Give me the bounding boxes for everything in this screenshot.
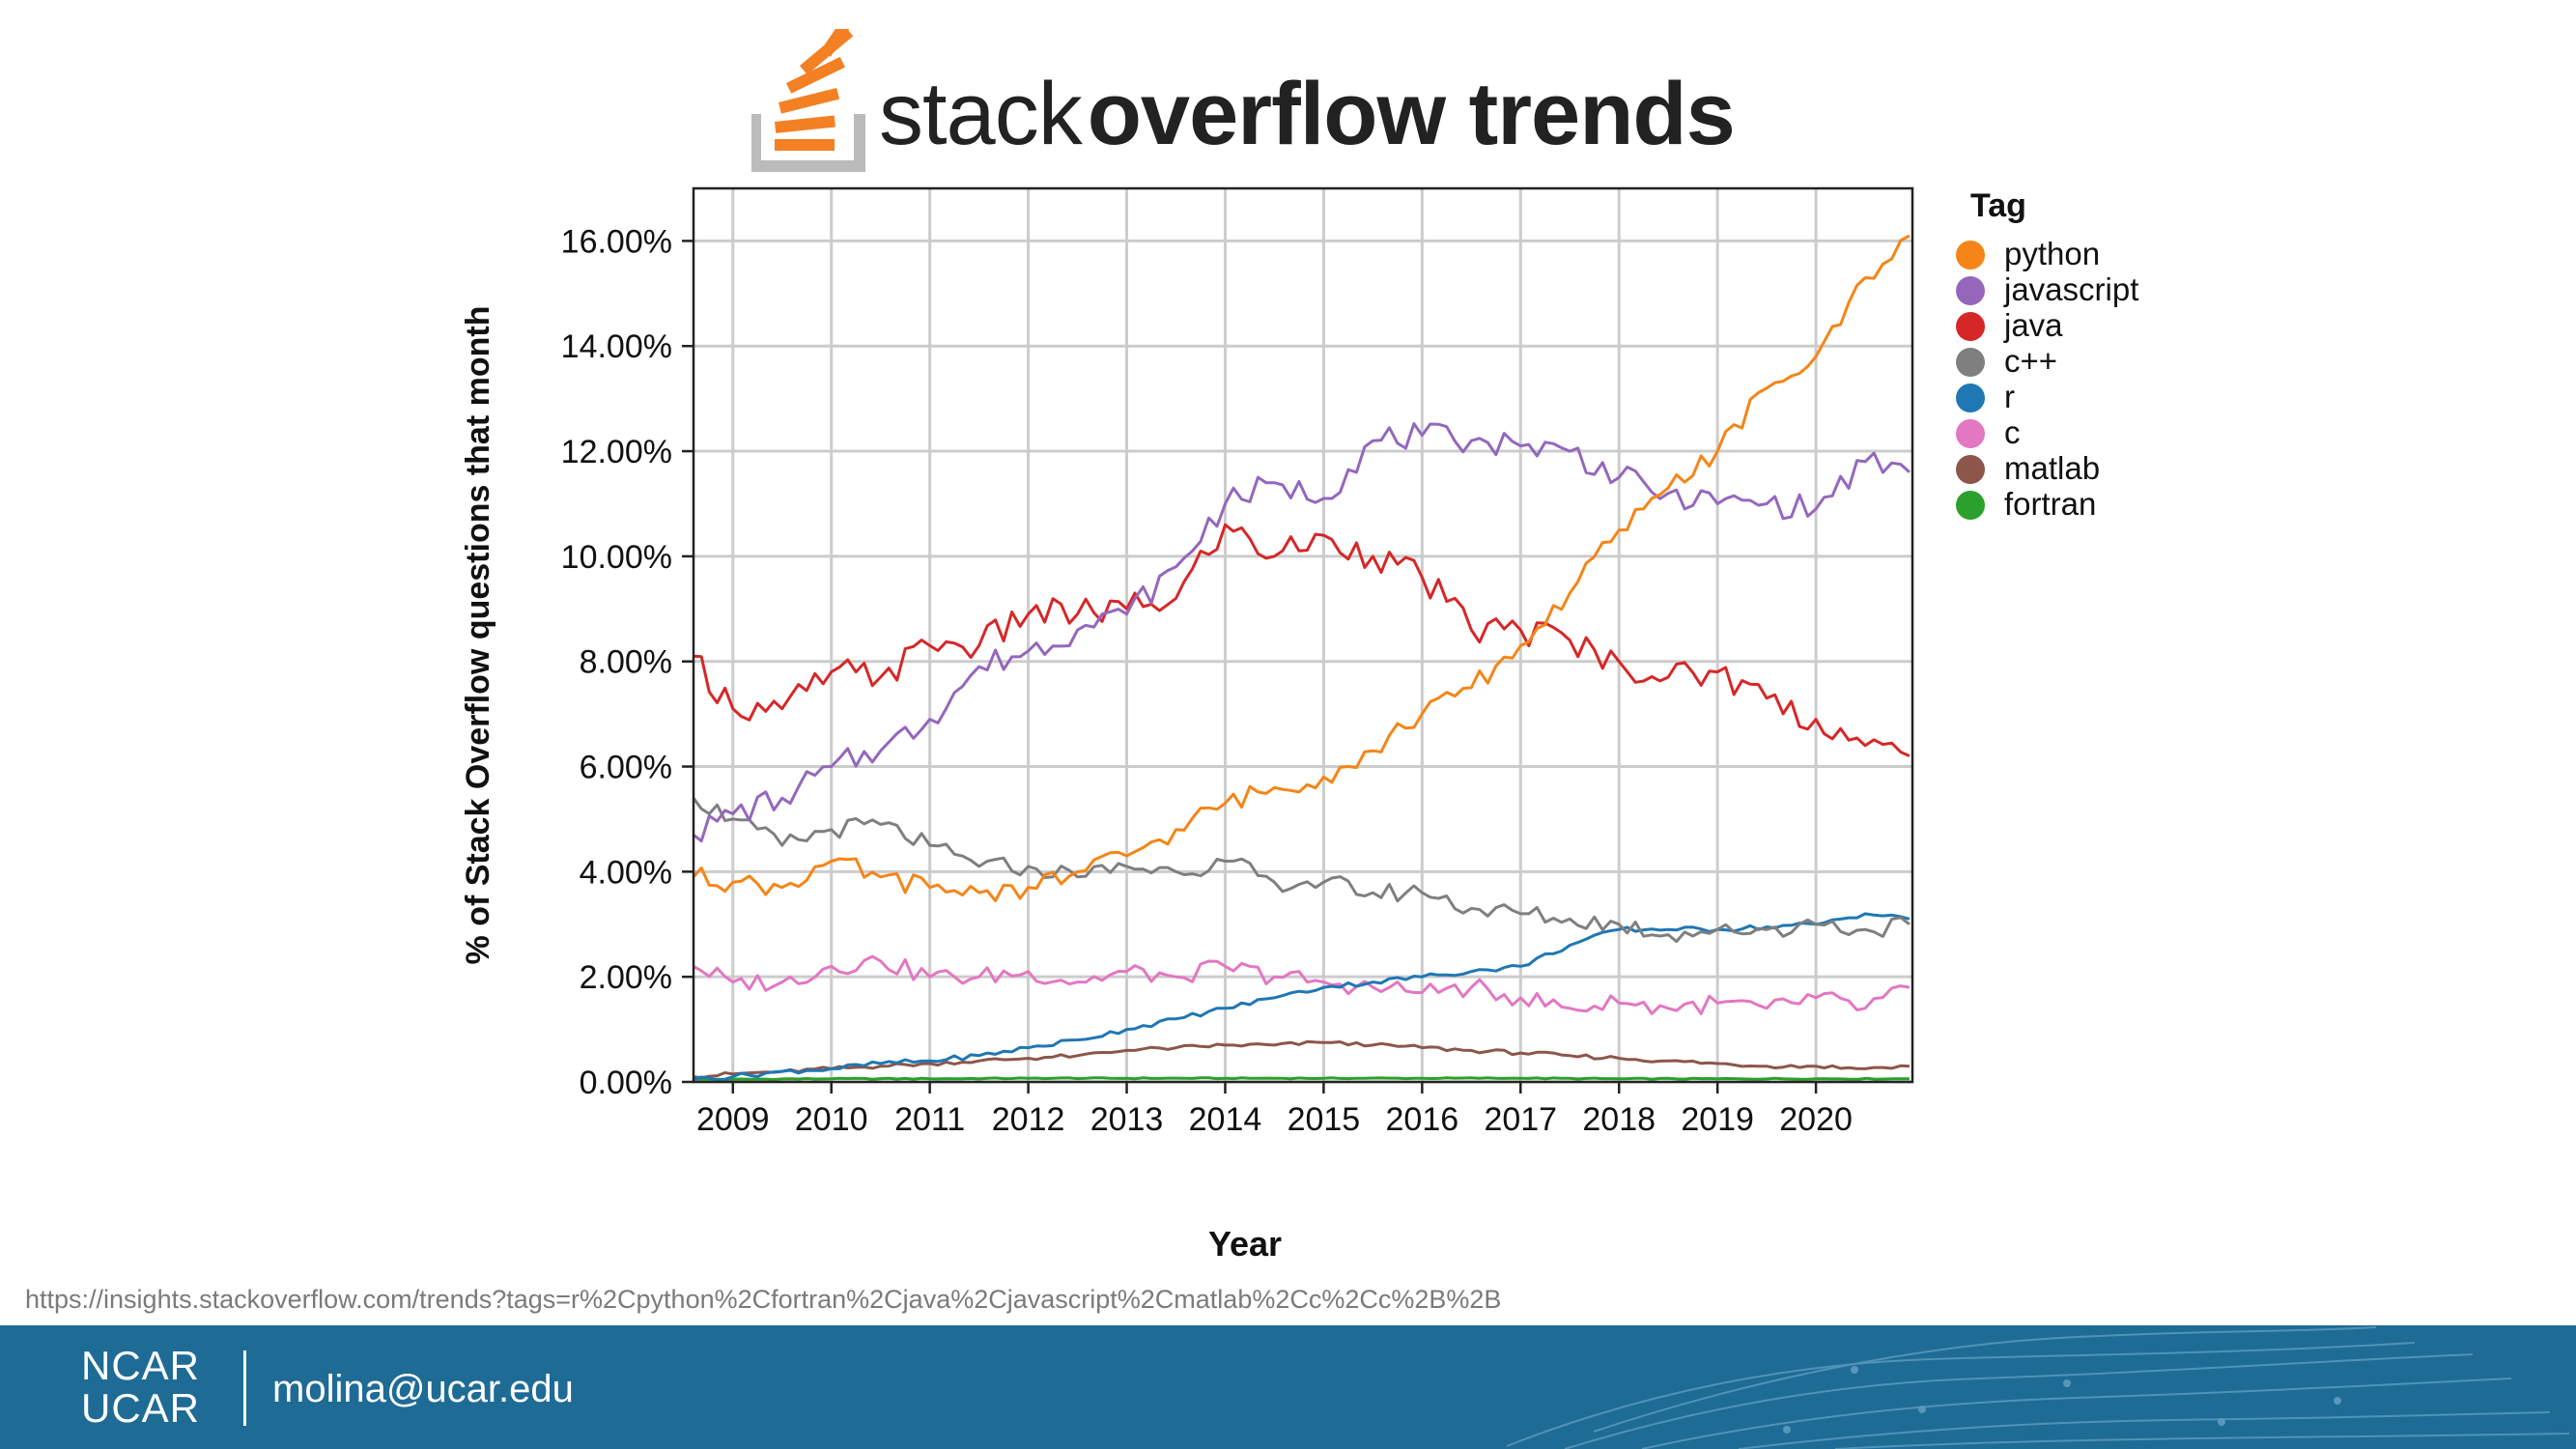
footer-divider [243,1350,246,1426]
y-tick-label: 14.00% [561,328,672,365]
logo-wordmark: stackoverflow trends [879,64,1736,165]
x-tick-label: 2016 [1386,1101,1459,1138]
chart-grid [694,188,1912,1084]
x-tick-label: 2019 [1681,1101,1754,1138]
x-axis-label: Year [1208,1224,1282,1264]
ncar-ucar-logo: NCAR UCAR [81,1345,200,1430]
legend-label: c++ [2004,343,2057,379]
x-tick-label: 2011 [894,1101,965,1138]
logo-word-light: stack [879,65,1083,163]
legend-label: matlab [2004,450,2100,486]
chart-axes: 2009 2010 2011 2012 2013 2014 2015 2016 2017 2018… [460,186,1914,1264]
legend-swatch [1956,491,1985,520]
series-line-cpp [692,797,1911,944]
y-tick-label: 16.00% [561,223,672,260]
chart-series [692,234,1911,1082]
series-line-javascript [693,422,1911,843]
legend-label: fortran [2004,486,2096,522]
y-tick-label: 8.00% [580,644,672,681]
legend-swatch [1956,384,1985,412]
footer-email[interactable]: molina@ucar.edu [272,1368,574,1410]
footer-wave-decoration [1506,1326,2570,1449]
series-line-matlab [693,1039,1910,1080]
chart-legend: Tag pythonjavascriptjavac++rcmatlabfortra… [1956,187,2138,522]
y-tick-label: 0.00% [580,1065,672,1101]
series-line-r [693,912,1911,1082]
legend-swatch [1956,312,1985,341]
footer-org-line2: UCAR [81,1385,201,1431]
y-tick-label: 12.00% [561,434,672,470]
footer-bar: NCAR UCAR molina@ucar.edu [0,1325,2576,1449]
x-tick-label: 2014 [1189,1101,1262,1138]
logo-word-bold: overflow trends [1087,65,1736,163]
x-tick-label: 2020 [1779,1101,1853,1138]
x-tick-label: 2017 [1484,1101,1557,1138]
legend-label: java [2003,307,2063,343]
x-tick-label: 2009 [696,1101,770,1138]
x-tick-label: 2013 [1090,1101,1164,1138]
x-tick-label: 2018 [1582,1101,1656,1138]
source-url-caption: https://insights.stackoverflow.com/trend… [25,1285,1502,1314]
x-tick-label: 2012 [992,1101,1065,1138]
legend-label: r [2004,379,2015,414]
legend-swatch [1956,348,1985,377]
x-tick-label: 2015 [1288,1101,1361,1138]
footer-org-line1: NCAR [81,1343,201,1388]
y-tick-label: 6.00% [580,750,672,786]
legend-swatch [1956,455,1985,484]
series-line-python [692,234,1911,902]
legend-label: c [2004,414,2021,450]
x-tick-label: 2010 [795,1101,868,1138]
series-line-fortran [693,1076,1910,1082]
legend-title: Tag [1970,187,2026,224]
series-line-c [693,954,1911,1015]
stackoverflow-icon [751,29,865,172]
legend-swatch [1956,419,1985,448]
series-line-java [693,523,1911,757]
legend-swatch [1956,276,1985,305]
y-tick-label: 4.00% [580,854,672,891]
legend-label: python [2004,236,2100,271]
stackoverflow-trends-logo: stackoverflow trends [751,29,1737,174]
plot-frame [692,186,1914,1084]
y-axis-label: % of Stack Overflow questions that month [460,306,496,965]
legend-swatch [1956,241,1985,270]
y-tick-label: 10.00% [561,539,672,576]
legend-label: javascript [2003,271,2138,307]
y-tick-label: 2.00% [580,959,672,996]
